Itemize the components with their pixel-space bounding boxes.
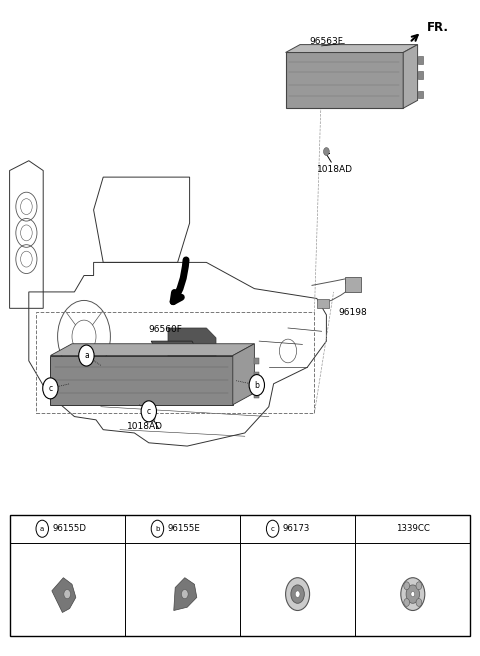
Polygon shape xyxy=(52,578,76,613)
Circle shape xyxy=(416,582,422,590)
Text: a: a xyxy=(84,351,89,360)
Polygon shape xyxy=(233,344,254,405)
Circle shape xyxy=(291,585,304,604)
Polygon shape xyxy=(168,328,216,364)
Text: 1018AD: 1018AD xyxy=(127,422,163,431)
Bar xyxy=(36,312,314,413)
Circle shape xyxy=(181,590,188,599)
Polygon shape xyxy=(151,367,202,384)
Bar xyxy=(345,277,361,292)
Bar xyxy=(254,392,259,398)
Bar xyxy=(317,299,329,308)
Bar xyxy=(286,52,403,108)
Text: 96155D: 96155D xyxy=(52,524,86,533)
Text: 1018AD: 1018AD xyxy=(317,165,353,174)
Circle shape xyxy=(404,582,409,590)
Bar xyxy=(418,91,423,98)
Circle shape xyxy=(411,592,415,597)
Bar xyxy=(10,515,470,636)
Polygon shape xyxy=(286,45,418,52)
Text: c: c xyxy=(48,384,52,393)
Circle shape xyxy=(324,148,329,155)
Circle shape xyxy=(404,598,409,606)
Circle shape xyxy=(266,520,279,537)
Circle shape xyxy=(150,415,155,422)
Text: a: a xyxy=(40,525,44,532)
Text: b: b xyxy=(254,380,259,390)
Circle shape xyxy=(295,591,300,598)
Circle shape xyxy=(401,578,425,611)
Text: FR.: FR. xyxy=(427,21,449,34)
Bar xyxy=(418,71,423,79)
Text: b: b xyxy=(155,525,160,532)
Bar xyxy=(50,356,233,405)
Circle shape xyxy=(286,578,310,611)
Polygon shape xyxy=(174,578,197,611)
Polygon shape xyxy=(151,341,199,354)
Circle shape xyxy=(141,401,156,422)
Text: 96173: 96173 xyxy=(283,524,310,533)
Polygon shape xyxy=(403,45,418,108)
Circle shape xyxy=(43,378,58,399)
Text: c: c xyxy=(271,525,275,532)
Polygon shape xyxy=(50,344,254,356)
Text: 1339CC: 1339CC xyxy=(396,524,430,533)
Circle shape xyxy=(36,520,48,537)
Circle shape xyxy=(406,585,420,604)
Bar xyxy=(254,372,259,379)
Circle shape xyxy=(249,375,264,396)
Bar xyxy=(254,358,259,364)
Text: 96560F: 96560F xyxy=(149,325,183,335)
Circle shape xyxy=(416,598,422,606)
Text: c: c xyxy=(147,407,151,416)
Circle shape xyxy=(64,590,71,599)
Text: 96198: 96198 xyxy=(338,308,367,318)
Text: 96155E: 96155E xyxy=(168,524,200,533)
Circle shape xyxy=(79,345,94,366)
Bar xyxy=(418,56,423,64)
Circle shape xyxy=(151,520,164,537)
Text: 96563F: 96563F xyxy=(310,37,344,46)
